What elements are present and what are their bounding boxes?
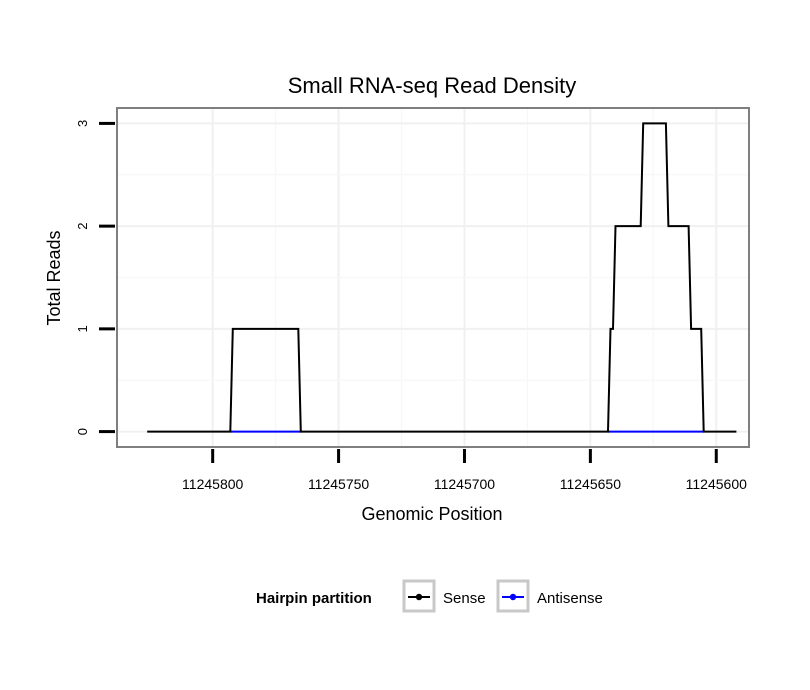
legend-point-sense — [415, 593, 423, 601]
x-axis-label: Genomic Position — [361, 504, 502, 524]
legend-label-antisense: Antisense — [537, 590, 603, 607]
plot-panel — [116, 107, 750, 448]
grid — [117, 108, 749, 447]
y-tick-label: 0 — [75, 428, 90, 435]
x-tick-label: 11245800 — [182, 476, 243, 492]
y-axis: 0 1 2 3 — [75, 120, 115, 435]
x-tick-label: 11245650 — [560, 476, 621, 492]
x-axis: 11245800 11245750 11245700 11245650 11245600 — [182, 449, 747, 492]
legend-point-antisense — [509, 593, 517, 601]
y-tick-label: 1 — [75, 325, 90, 332]
legend-title: Hairpin partition — [256, 590, 372, 607]
y-tick-label: 3 — [75, 120, 90, 127]
series-line-sense — [147, 122, 737, 433]
series-layer — [147, 122, 737, 433]
y-axis-label: Total Reads — [44, 230, 64, 325]
y-tick-label: 2 — [75, 223, 90, 230]
x-tick-label: 11245700 — [434, 476, 495, 492]
x-tick-label: 11245600 — [686, 476, 747, 492]
chart-title: Small RNA-seq Read Density — [288, 73, 577, 98]
legend-label-sense: Sense — [443, 590, 486, 607]
x-tick-label: 11245750 — [308, 476, 369, 492]
legend: Hairpin partition Sense Antisense — [256, 579, 603, 613]
